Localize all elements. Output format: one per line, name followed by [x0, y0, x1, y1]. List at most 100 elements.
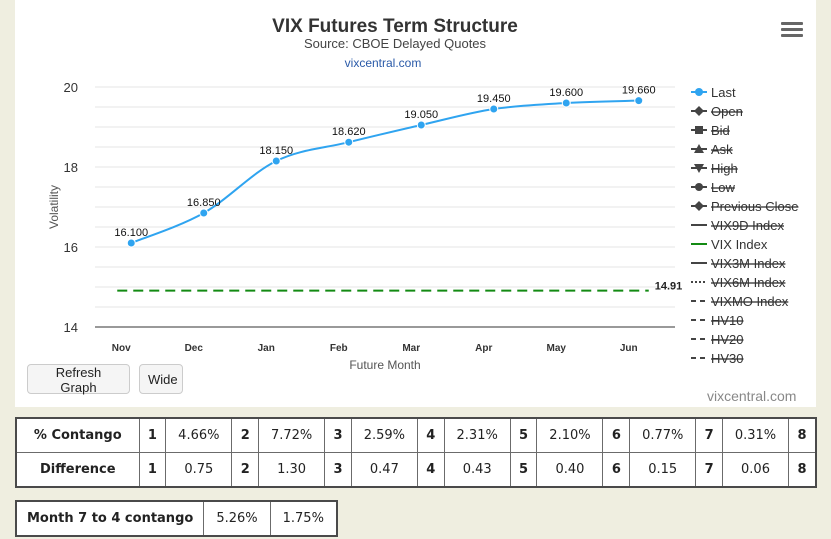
data-label-last: 19.600	[549, 87, 583, 99]
chart-credit: vixcentral.com	[707, 388, 797, 404]
data-point-last	[634, 96, 644, 106]
difference-value: 0.15	[629, 452, 697, 488]
data-label-last: 19.660	[622, 85, 656, 97]
data-label-last: 18.620	[332, 126, 366, 138]
month-7-to-4-row: Month 7 to 4 contango 5.26% 1.75%	[15, 500, 338, 537]
legend-item-label[interactable]: Previous Close	[711, 199, 798, 214]
row-label: Difference	[15, 452, 140, 488]
legend-item-label[interactable]: HV20	[711, 332, 744, 347]
y-tick-label: 20	[64, 80, 78, 95]
legend-marker	[694, 164, 704, 173]
data-point-last	[489, 104, 499, 114]
legend-item-label[interactable]: High	[711, 161, 738, 176]
contango-table: % Contango 1 4.66% 2 7.72% 3 2.59% 4 2.3…	[15, 417, 817, 488]
data-label-last: 16.850	[187, 197, 221, 209]
contango-value: 2.10%	[536, 417, 604, 453]
row-label: % Contango	[15, 417, 140, 453]
month-index: 1	[138, 417, 167, 453]
x-tick-label: Apr	[475, 343, 492, 354]
data-label-last: 16.100	[114, 227, 148, 239]
legend-item-label[interactable]: VIXMO Index	[711, 294, 789, 309]
month-index: 7	[695, 452, 724, 488]
data-point-last	[416, 120, 426, 130]
contango-row: % Contango 1 4.66% 2 7.72% 3 2.59% 4 2.3…	[15, 417, 817, 453]
legend-item-label[interactable]: Last	[711, 85, 736, 100]
data-point-last	[344, 137, 354, 147]
data-point-last	[199, 208, 209, 218]
month-index: 7	[695, 417, 724, 453]
data-label-vix-index: 14.91	[655, 281, 683, 293]
refresh-graph-button[interactable]: Refresh Graph	[27, 364, 130, 395]
month-index: 2	[231, 417, 260, 453]
data-label-last: 19.050	[404, 109, 438, 121]
month-index: 8	[788, 452, 817, 488]
data-label-last: 19.450	[477, 93, 511, 105]
month-index: 6	[602, 417, 631, 453]
x-axis-title: Future Month	[349, 358, 420, 372]
difference-value: 0.40	[536, 452, 604, 488]
x-tick-label: Mar	[402, 343, 420, 354]
month-7-to-4-percent: 5.26%	[203, 500, 271, 537]
data-point-last	[126, 238, 136, 248]
legend-item-label[interactable]: Low	[711, 180, 735, 195]
y-tick-label: 14	[64, 320, 78, 335]
difference-value: 0.43	[443, 452, 511, 488]
legend-item-label[interactable]: Bid	[711, 123, 730, 138]
difference-value: 0.06	[722, 452, 790, 488]
legend-marker	[694, 144, 704, 153]
legend-marker	[695, 126, 703, 134]
contango-value: 0.31%	[722, 417, 790, 453]
legend-item-label[interactable]: Open	[711, 104, 743, 119]
chart-title: VIX Futures Term Structure	[272, 16, 518, 37]
x-tick-label: May	[547, 343, 567, 354]
month-index: 4	[416, 452, 445, 488]
contango-value: 0.77%	[629, 417, 697, 453]
month-index: 5	[509, 417, 538, 453]
y-tick-label: 16	[64, 240, 78, 255]
chart-source-link: vixcentral.com	[345, 56, 422, 70]
data-label-last: 18.150	[259, 145, 293, 157]
legend-item-label[interactable]: VIX9D Index	[711, 218, 784, 233]
legend-marker	[694, 201, 704, 211]
chart-panel: VIX Futures Term Structure Source: CBOE D…	[15, 0, 816, 407]
legend-item-label[interactable]: VIX6M Index	[711, 275, 786, 290]
wide-button[interactable]: Wide	[139, 364, 183, 394]
legend-marker	[694, 106, 704, 116]
x-tick-label: Nov	[112, 343, 131, 354]
row-label: Month 7 to 4 contango	[15, 500, 205, 537]
chart-subtitle: Source: CBOE Delayed Quotes	[304, 36, 487, 51]
month-index: 5	[509, 452, 538, 488]
month-index: 8	[788, 417, 817, 453]
contango-value: 4.66%	[165, 417, 233, 453]
month-index: 4	[416, 417, 445, 453]
difference-value: 1.30	[258, 452, 326, 488]
month-index: 1	[138, 452, 167, 488]
data-point-last	[271, 156, 281, 166]
contango-value: 7.72%	[258, 417, 326, 453]
difference-value: 0.47	[350, 452, 418, 488]
legend-item-label[interactable]: HV10	[711, 313, 744, 328]
x-tick-label: Dec	[185, 343, 204, 354]
x-tick-label: Feb	[330, 343, 348, 354]
legend-item-label[interactable]: VIX3M Index	[711, 256, 786, 271]
x-tick-label: Jan	[258, 343, 275, 354]
month-index: 3	[324, 417, 352, 453]
legend-item-label[interactable]: VIX Index	[711, 237, 768, 252]
chart-menu-icon[interactable]	[781, 22, 803, 42]
legend-item-label[interactable]: HV30	[711, 351, 744, 366]
y-tick-label: 18	[64, 160, 78, 175]
difference-row: Difference 1 0.75 2 1.30 3 0.47 4 0.43 5…	[15, 452, 817, 488]
month-index: 6	[602, 452, 631, 488]
month-index: 3	[324, 452, 352, 488]
data-point-last	[561, 98, 571, 108]
x-tick-label: Jun	[620, 343, 638, 354]
month-7-to-4-points: 1.75%	[269, 500, 338, 537]
legend-marker	[695, 183, 703, 191]
series-line-last	[130, 99, 639, 244]
legend-marker	[695, 88, 703, 96]
difference-value: 0.75	[165, 452, 233, 488]
month-index: 2	[231, 452, 260, 488]
month-7-to-4-table: Month 7 to 4 contango 5.26% 1.75%	[15, 500, 338, 537]
legend-item-label[interactable]: Ask	[711, 142, 733, 157]
